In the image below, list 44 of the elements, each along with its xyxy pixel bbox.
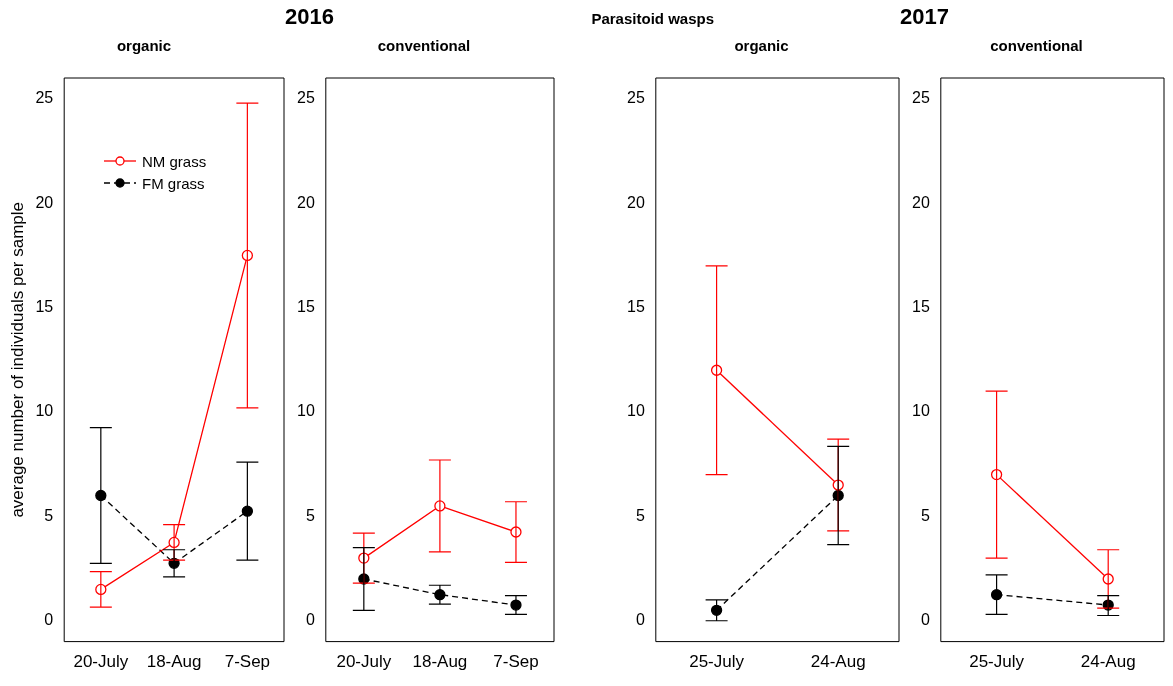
y-tick-label: 0 [635,611,645,629]
x-tick-label: 18-Aug [412,652,468,672]
chart-title: conventional [377,37,471,55]
chart-title: conventional [990,37,1083,55]
y-tick-label: 25 [627,89,645,107]
y-tick-label: 5 [920,506,930,524]
text: 2017 [900,4,949,30]
x-tick-label: 7-Sep [493,652,539,672]
y-tick-label: 5 [305,506,315,524]
x-tick-label: 20-July [73,652,129,672]
y-tick-label: 10 [35,402,54,420]
x-tick-label: 24-Aug [810,652,866,672]
y-tick-label: 25 [35,89,54,107]
legend-label: NM grass [142,152,207,170]
y-tick-label: 0 [305,611,315,629]
y-axis-title: average number of individuals per sample [7,201,27,518]
y-tick-label: 0 [44,611,54,629]
y-tick-label: 10 [912,402,930,420]
y-tick-label: 25 [912,89,930,107]
y-tick-label: 10 [627,402,645,420]
y-tick-label: 20 [912,193,930,211]
x-tick-label: 25-July [969,652,1025,672]
y-tick-label: 10 [297,402,315,420]
chart-title: organic [734,37,789,55]
x-tick-label: 24-Aug [1080,652,1136,672]
text: 2016 [285,4,334,30]
y-tick-label: 15 [912,298,930,316]
y-tick-label: 15 [627,298,645,316]
x-tick-label: 7-Sep [224,652,271,672]
y-tick-label: 5 [44,506,54,524]
y-tick-label: 15 [35,298,54,316]
x-tick-label: 18-Aug [146,652,202,672]
y-tick-label: 20 [627,193,645,211]
y-tick-label: 20 [35,193,54,211]
text: Parasitoid wasps [591,10,714,27]
y-tick-label: 20 [297,193,315,211]
legend-label: FM grass [142,174,205,192]
y-tick-label: 0 [920,611,930,629]
x-tick-label: 25-July [689,652,745,672]
x-tick-label: 20-July [336,652,392,672]
y-tick-label: 25 [297,89,315,107]
y-tick-label: 5 [635,506,645,524]
chart-title: organic [116,37,172,55]
y-tick-label: 15 [297,298,315,316]
